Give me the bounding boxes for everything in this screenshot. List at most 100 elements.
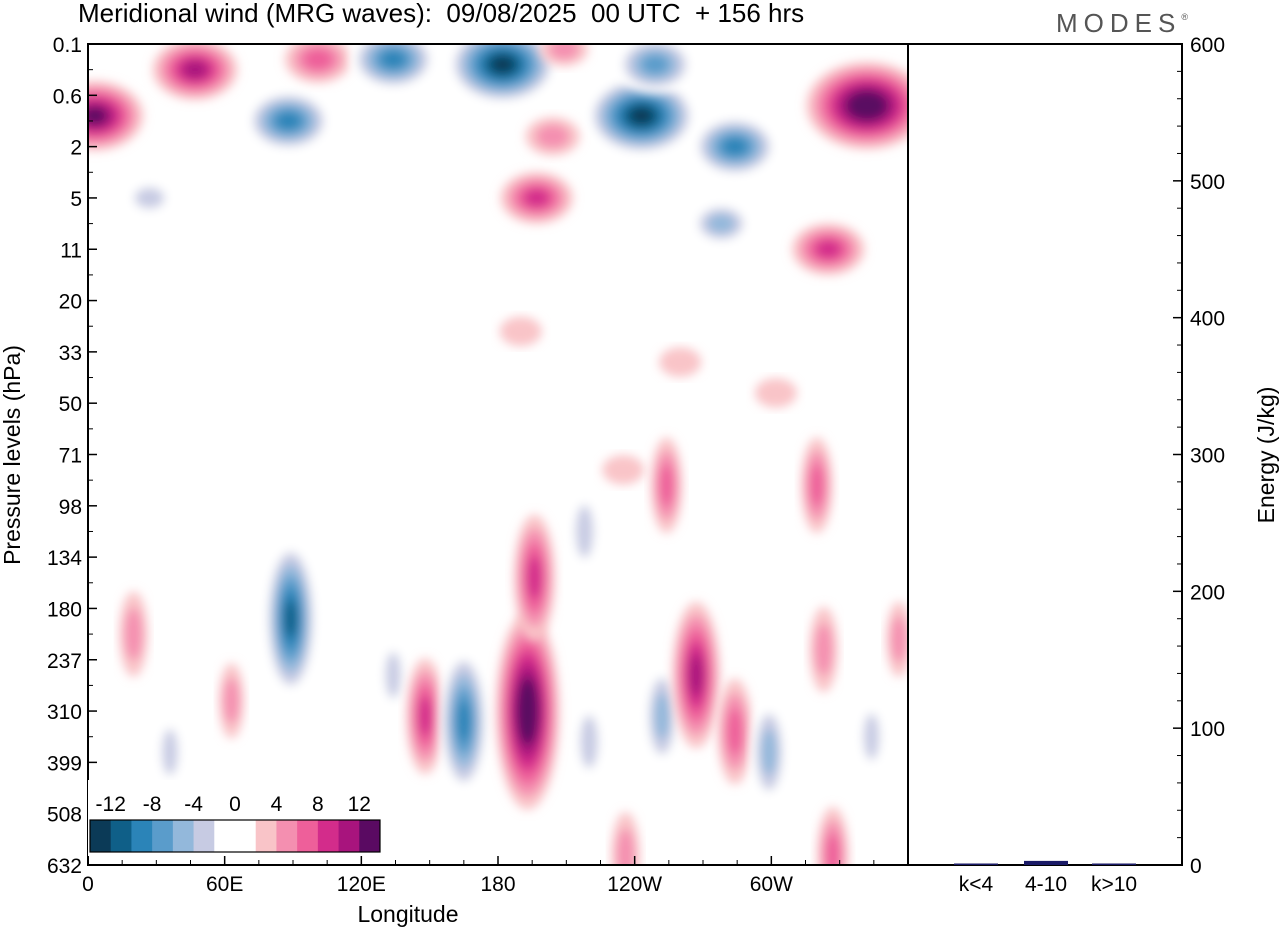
contour-feature-41	[886, 601, 908, 677]
x-axis-label: Longitude	[357, 901, 458, 927]
contour-feature-34	[574, 699, 604, 785]
energy-tick-label: 0	[1190, 855, 1202, 878]
contour-band	[303, 48, 333, 70]
colorbar-label: 4	[271, 793, 283, 816]
energy-tick-label: 400	[1190, 308, 1225, 331]
colorbar-label: -8	[143, 793, 162, 816]
colorbar-label: 8	[312, 793, 324, 816]
bar-frame	[907, 43, 1183, 866]
contour-band	[761, 728, 777, 776]
contour-feature-39	[809, 606, 838, 693]
colorbar-frame	[89, 819, 381, 853]
chart-title: Meridional wind (MRG waves): 09/08/2025 …	[78, 0, 805, 28]
contour-band	[520, 690, 535, 732]
contour-band	[722, 137, 748, 156]
colorbar-swatch	[338, 820, 360, 852]
contour-band	[381, 50, 406, 69]
y-tick-label: 632	[47, 855, 82, 878]
contour-feature-6	[447, 44, 558, 104]
y-tick-label: 237	[47, 650, 82, 673]
contour-band	[284, 599, 297, 638]
contour-band	[162, 728, 178, 776]
contour-band	[276, 112, 301, 130]
contour-feature-21	[602, 455, 645, 485]
contour-feature-13	[690, 202, 752, 246]
contour-band	[616, 828, 635, 865]
contour-feature-3	[245, 90, 331, 152]
colorbar-swatch	[214, 820, 236, 852]
contour-feature-26	[265, 540, 317, 698]
contour-feature-38	[751, 699, 787, 806]
energy-bar-chart: 0 100 200 300 400 500 600 k<4 4-10 k>10 Energy (J/…	[907, 34, 1279, 896]
y-tick-label: 0.1	[53, 34, 82, 57]
colorbar-swatch	[317, 820, 340, 852]
contour-feature-1	[88, 80, 144, 151]
contour-feature-14	[806, 61, 908, 150]
x-tick-label: 120W	[607, 873, 662, 896]
contour-band	[499, 316, 542, 347]
contour-feature-12	[692, 116, 778, 178]
contour-feature-20	[688, 444, 731, 475]
contour-band	[809, 464, 824, 507]
colorbar-swatch	[90, 820, 112, 852]
y-tick-label: 399	[47, 752, 82, 775]
contour-band	[654, 692, 670, 740]
contour-band	[491, 56, 515, 73]
energy-tick-label: 200	[1190, 581, 1225, 604]
energy-category-label: k<4	[959, 873, 994, 896]
contour-feature-42	[157, 714, 183, 790]
colorbar: -12 -8 -4 0 4 8 12	[88, 780, 382, 856]
energy-bar	[1092, 863, 1136, 865]
contour-band	[456, 700, 471, 743]
contour-band	[659, 464, 674, 507]
contour-band	[535, 124, 570, 149]
colorbar-swatch	[110, 820, 132, 852]
energy-tick-label: 300	[1190, 445, 1225, 468]
contour-feature-24	[570, 488, 599, 575]
contour-band	[814, 623, 833, 676]
contour-feature-33	[513, 514, 556, 641]
contour-feature-11	[615, 44, 695, 93]
x-tick-label: 60E	[206, 873, 243, 896]
contour-feature-0	[152, 44, 238, 101]
y-tick-label: 98	[59, 496, 82, 519]
colorbar-swatch	[235, 820, 257, 852]
contour-band	[863, 713, 880, 760]
colorbar-swatch	[193, 820, 215, 852]
energy-tick-label: 600	[1190, 34, 1225, 57]
colorbar-swatch	[276, 820, 298, 852]
colorbar-swatch	[255, 820, 277, 852]
contour-band	[385, 651, 402, 699]
contour-feature-35	[644, 663, 680, 770]
brand-mark: ®	[1181, 12, 1188, 22]
contour-band	[825, 833, 840, 865]
contour-band	[688, 444, 731, 475]
contour-band	[689, 654, 704, 697]
y-tick-label: 50	[59, 393, 82, 416]
contour-feature-23	[801, 437, 833, 534]
contour-band	[135, 306, 178, 336]
colorbar-swatch	[152, 820, 174, 852]
y-tick-label: 11	[60, 239, 82, 262]
x-tick-label: 180	[480, 873, 515, 896]
contour-band	[134, 187, 165, 209]
contour-band	[629, 107, 654, 125]
y-tick-label: 2	[70, 137, 82, 160]
contour-band	[854, 96, 880, 115]
contour-band	[215, 550, 238, 616]
brand-logo: MODES®	[1056, 8, 1188, 39]
x-tick-label: 120E	[337, 873, 386, 896]
contour-feature-43	[611, 811, 640, 865]
heatmap-axes: 0.1 0.6 2 5 11 20 33 50 71 98 134 180 237 310 399 508 63…	[0, 34, 909, 927]
y-tick-label: 508	[47, 804, 82, 827]
contour-band	[754, 378, 797, 408]
y-tick-label: 33	[59, 342, 82, 365]
contour-feature-8	[525, 117, 580, 156]
colorbar-label: -12	[96, 793, 126, 816]
contour-feature-36	[672, 601, 721, 749]
contour-feature-2	[125, 180, 174, 215]
contour-feature-25	[215, 550, 238, 616]
brand-name: MODES	[1056, 8, 1182, 38]
colorbar-label: 0	[229, 793, 241, 816]
